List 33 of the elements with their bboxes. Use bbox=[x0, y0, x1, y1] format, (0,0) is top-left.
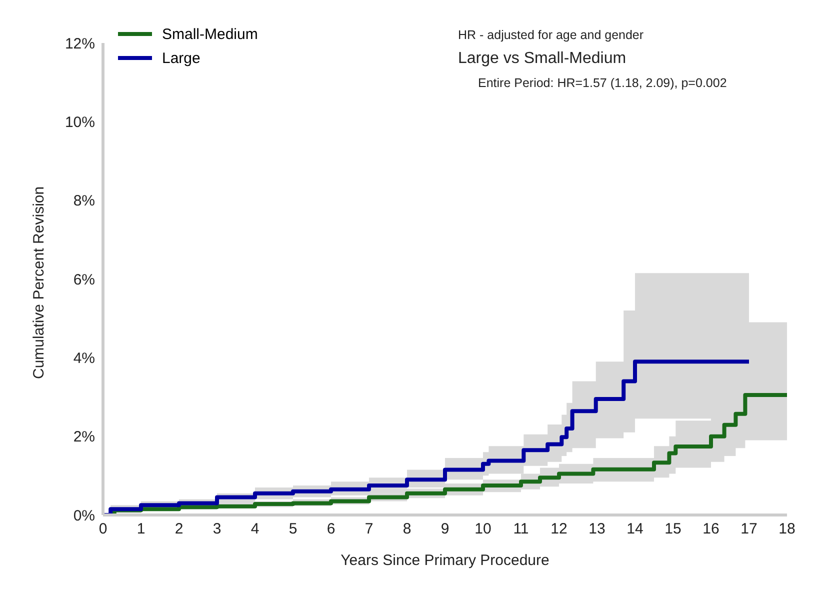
x-tick-label: 12 bbox=[550, 520, 568, 538]
x-tick-label: 8 bbox=[402, 520, 412, 538]
x-tick-label: 13 bbox=[588, 520, 606, 538]
x-tick-label: 3 bbox=[212, 520, 222, 538]
x-tick-label: 7 bbox=[364, 520, 374, 538]
annotation: Entire Period: HR=1.57 (1.18, 2.09), p=0.002 bbox=[478, 76, 727, 90]
x-tick-label: 9 bbox=[440, 520, 450, 538]
x-tick-label: 10 bbox=[474, 520, 492, 538]
x-tick-label: 1 bbox=[136, 520, 146, 538]
text: HR - adjusted for age and gender bbox=[458, 28, 645, 42]
x-tick-label: 11 bbox=[513, 520, 529, 538]
x-tick-label: 4 bbox=[250, 520, 260, 538]
y-tick-label: 4% bbox=[73, 350, 95, 367]
x-tick-label: 6 bbox=[326, 520, 336, 538]
x-tick-label: 15 bbox=[664, 520, 682, 538]
x-tick-label: 5 bbox=[288, 520, 298, 538]
annotation: Large vs Small-Medium bbox=[458, 50, 628, 68]
y-axis-title: Cumulative Percent Revision bbox=[30, 186, 48, 379]
legend-label: Large bbox=[162, 50, 200, 66]
y-tick-label: 0% bbox=[73, 507, 95, 524]
x-tick-label: 14 bbox=[626, 520, 644, 538]
x-tick-label: 2 bbox=[174, 520, 184, 538]
y-tick-label: 12% bbox=[64, 35, 95, 52]
x-axis-title: Years Since Primary Procedure bbox=[340, 552, 550, 569]
x-tick-label: 16 bbox=[702, 520, 720, 538]
x-tick-label: 18 bbox=[778, 520, 796, 538]
y-tick-label: 10% bbox=[64, 114, 95, 131]
y-tick-label: 2% bbox=[73, 428, 95, 446]
legend-label: Small-Medium bbox=[162, 26, 258, 42]
y-tick-label: 6% bbox=[73, 271, 95, 288]
x-tick-label: 17 bbox=[740, 520, 758, 538]
y-tick-label: 8% bbox=[73, 192, 95, 210]
x-tick-label: 0 bbox=[98, 520, 108, 538]
